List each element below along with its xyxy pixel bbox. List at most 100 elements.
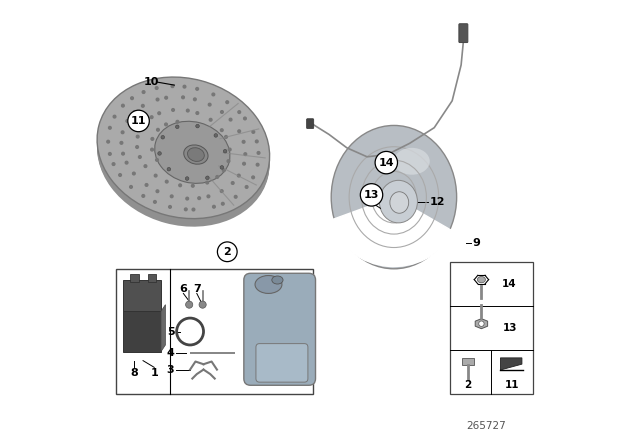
Circle shape — [125, 161, 128, 164]
Ellipse shape — [332, 125, 457, 269]
Circle shape — [164, 123, 168, 126]
Circle shape — [223, 149, 227, 153]
FancyBboxPatch shape — [244, 273, 316, 385]
Text: 5: 5 — [167, 327, 174, 336]
Circle shape — [243, 141, 245, 143]
Text: 265727: 265727 — [466, 422, 506, 431]
Circle shape — [252, 130, 255, 133]
Circle shape — [243, 162, 245, 165]
Circle shape — [179, 184, 182, 187]
Circle shape — [170, 195, 173, 198]
Text: 8: 8 — [130, 368, 138, 378]
Circle shape — [156, 86, 158, 89]
Circle shape — [167, 168, 171, 171]
Circle shape — [221, 111, 223, 113]
FancyBboxPatch shape — [459, 24, 468, 43]
Text: 12: 12 — [430, 198, 445, 207]
Circle shape — [175, 125, 179, 129]
Circle shape — [214, 134, 218, 137]
Polygon shape — [123, 311, 161, 352]
Circle shape — [113, 115, 116, 118]
Circle shape — [151, 138, 154, 140]
Circle shape — [199, 301, 206, 308]
Circle shape — [193, 98, 196, 101]
Circle shape — [360, 184, 383, 206]
Circle shape — [220, 129, 223, 132]
Circle shape — [154, 174, 157, 177]
FancyBboxPatch shape — [307, 119, 314, 129]
Circle shape — [156, 190, 159, 193]
Polygon shape — [500, 358, 522, 370]
Circle shape — [128, 110, 149, 132]
Text: 11: 11 — [505, 380, 519, 390]
Circle shape — [183, 85, 186, 88]
Circle shape — [252, 176, 255, 179]
Ellipse shape — [97, 81, 269, 222]
Ellipse shape — [97, 83, 269, 224]
Polygon shape — [476, 319, 488, 329]
Circle shape — [375, 151, 397, 174]
Circle shape — [228, 148, 231, 151]
Circle shape — [218, 242, 237, 262]
Ellipse shape — [97, 77, 269, 219]
Text: 2: 2 — [465, 380, 472, 390]
Circle shape — [196, 124, 199, 128]
Circle shape — [207, 195, 210, 198]
Circle shape — [107, 140, 109, 143]
Circle shape — [220, 166, 223, 169]
Circle shape — [136, 135, 139, 138]
Circle shape — [229, 118, 232, 121]
Circle shape — [212, 93, 214, 96]
Bar — [130, 274, 139, 282]
Circle shape — [232, 181, 234, 184]
Circle shape — [196, 112, 198, 114]
Circle shape — [144, 165, 147, 168]
Circle shape — [136, 146, 138, 148]
Circle shape — [133, 111, 136, 113]
Circle shape — [112, 163, 115, 165]
Text: 14: 14 — [378, 158, 394, 168]
Text: 6: 6 — [179, 284, 188, 294]
Circle shape — [157, 152, 161, 155]
Circle shape — [191, 185, 194, 187]
Ellipse shape — [188, 148, 204, 161]
Circle shape — [186, 301, 193, 308]
Circle shape — [255, 140, 258, 143]
Circle shape — [158, 112, 161, 115]
Circle shape — [212, 205, 215, 208]
Circle shape — [122, 152, 124, 155]
Text: 3: 3 — [167, 365, 174, 375]
Ellipse shape — [97, 85, 269, 227]
Bar — [148, 274, 157, 282]
Circle shape — [142, 90, 145, 93]
Text: 10: 10 — [144, 77, 159, 87]
Circle shape — [192, 208, 195, 211]
Circle shape — [208, 103, 211, 106]
Circle shape — [223, 169, 225, 172]
Circle shape — [142, 194, 145, 197]
Ellipse shape — [380, 180, 417, 223]
Circle shape — [141, 104, 144, 107]
Bar — [462, 358, 474, 365]
Circle shape — [131, 97, 133, 99]
Circle shape — [226, 101, 228, 103]
Circle shape — [165, 96, 168, 99]
Circle shape — [244, 117, 246, 120]
Circle shape — [150, 148, 154, 151]
Ellipse shape — [394, 148, 430, 175]
Circle shape — [138, 155, 141, 158]
Wedge shape — [329, 197, 454, 267]
Circle shape — [206, 181, 209, 184]
Circle shape — [256, 164, 259, 166]
Circle shape — [157, 129, 159, 131]
Circle shape — [216, 176, 219, 178]
Circle shape — [237, 174, 240, 177]
Bar — [116, 269, 314, 394]
Circle shape — [145, 184, 148, 186]
Circle shape — [141, 125, 144, 127]
Circle shape — [196, 87, 198, 90]
Circle shape — [126, 120, 129, 122]
Ellipse shape — [255, 276, 282, 293]
Text: 1: 1 — [150, 368, 158, 378]
Circle shape — [132, 172, 135, 175]
